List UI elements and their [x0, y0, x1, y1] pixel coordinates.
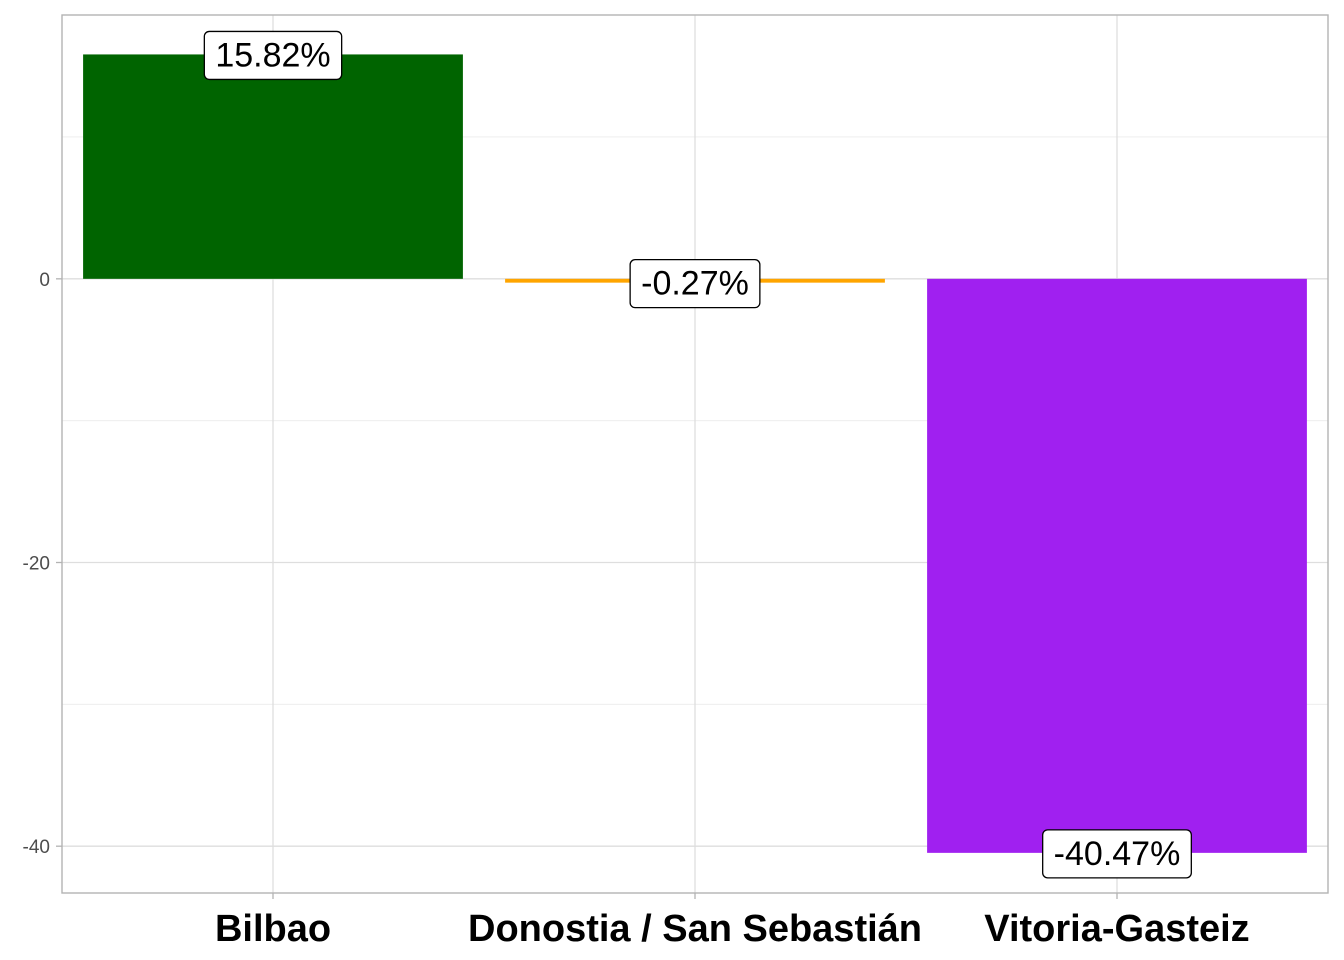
bar-bilbao: [83, 54, 463, 279]
x-category-label: Bilbao: [215, 908, 331, 950]
bars: [83, 54, 1307, 853]
data-label-box: [1042, 829, 1192, 879]
y-tick-label: -20: [23, 554, 50, 575]
y-axis: 0 -20 -40: [23, 270, 62, 858]
data-label-box: [203, 30, 343, 81]
data-label-box: [629, 259, 761, 309]
data-label: -0.27%: [629, 259, 761, 309]
data-label-text: 15.82%: [215, 36, 330, 74]
x-axis: Bilbao Donostia / San Sebastián Vitoria-Ga…: [215, 893, 1250, 950]
data-label-text: -0.27%: [641, 265, 749, 303]
data-labels: 15.82% -0.27% -40.47%: [203, 30, 1192, 879]
y-tick-label: 0: [39, 270, 50, 291]
bar-vitoria-gasteiz: [927, 278, 1307, 853]
x-category-label: Donostia / San Sebastián: [468, 908, 922, 950]
data-label: -40.47%: [1042, 829, 1192, 879]
x-category-label: Vitoria-Gasteiz: [984, 908, 1249, 950]
y-tick-label: -40: [23, 837, 50, 858]
data-label: 15.82%: [203, 30, 343, 81]
data-label-text: -40.47%: [1054, 835, 1181, 873]
